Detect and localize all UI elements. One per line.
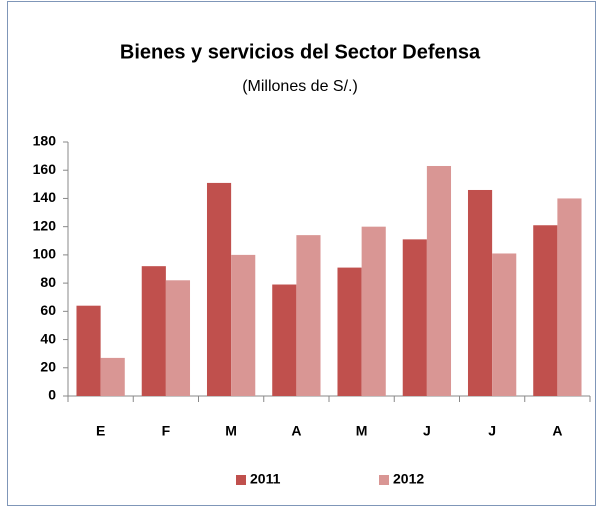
- legend-swatch: [236, 475, 246, 485]
- y-tick-label: 40: [40, 330, 56, 346]
- legend-swatch: [379, 475, 389, 485]
- bar: [165, 280, 191, 396]
- chart-title: Bienes y servicios del Sector Defensa: [120, 41, 481, 63]
- x-tick-label: A: [291, 423, 301, 439]
- bar: [361, 226, 386, 396]
- y-tick-label: 20: [40, 358, 56, 374]
- bar: [467, 189, 493, 396]
- y-tick-label: 0: [48, 387, 56, 403]
- bar: [76, 305, 101, 396]
- y-tick-label: 60: [40, 302, 56, 318]
- bar: [100, 357, 125, 396]
- bar: [557, 198, 582, 396]
- bar: [426, 165, 452, 396]
- x-tick-label: J: [423, 423, 431, 439]
- y-tick-label: 100: [33, 246, 57, 262]
- bar: [402, 239, 427, 396]
- bar: [296, 235, 321, 396]
- bar: [231, 254, 256, 396]
- y-tick-label: 80: [40, 274, 56, 290]
- x-tick-label: M: [225, 423, 237, 439]
- legend-label: 2012: [393, 471, 424, 487]
- bar: [206, 182, 232, 396]
- y-tick-label: 120: [33, 217, 57, 233]
- x-tick-label: A: [552, 423, 562, 439]
- x-tick-label: F: [162, 423, 171, 439]
- bar: [533, 225, 558, 396]
- x-tick-label: M: [356, 423, 368, 439]
- chart-subtitle: (Millones de S/.): [242, 78, 358, 95]
- bar: [272, 284, 297, 396]
- bar: [141, 266, 166, 396]
- x-tick-label: J: [488, 423, 496, 439]
- y-tick-label: 160: [33, 161, 57, 177]
- bar: [337, 267, 362, 396]
- bar: [492, 253, 517, 396]
- x-tick-label: E: [96, 423, 105, 439]
- legend-label: 2011: [250, 471, 281, 487]
- y-tick-label: 180: [33, 133, 57, 149]
- y-tick-label: 140: [33, 189, 57, 205]
